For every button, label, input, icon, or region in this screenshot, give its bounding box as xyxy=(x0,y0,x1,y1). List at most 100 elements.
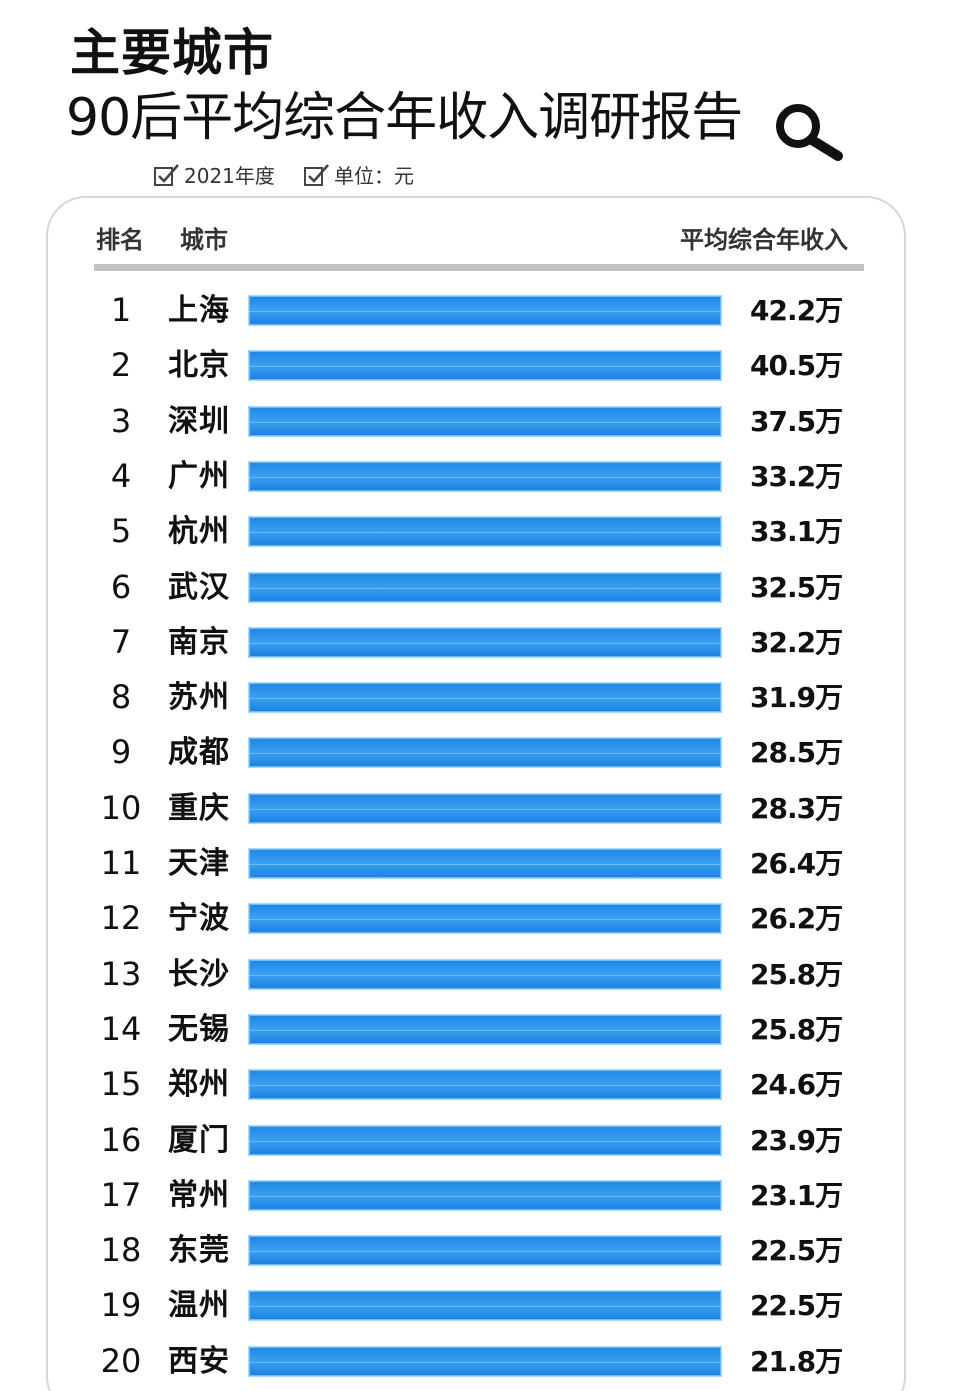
chart-row: 7 南京 32.2万 xyxy=(0,615,959,670)
city-label: 苏州 xyxy=(168,680,230,716)
income-bar xyxy=(248,792,722,824)
rank-label: 18 xyxy=(100,1231,142,1270)
chart-row: 10 重庆 28.3万 xyxy=(0,781,959,836)
rank-label: 10 xyxy=(100,788,142,827)
income-bar xyxy=(248,1124,722,1156)
city-label: 西安 xyxy=(168,1343,230,1379)
page-title: 主要城市 xyxy=(70,24,274,82)
income-bar xyxy=(248,1345,722,1377)
column-header-city: 城市 xyxy=(180,226,228,254)
header-divider xyxy=(94,264,864,271)
value-label: 26.2万 xyxy=(750,902,843,936)
chart-row: 12 宁波 26.2万 xyxy=(0,891,959,946)
income-bar xyxy=(248,405,722,437)
value-label: 33.2万 xyxy=(750,459,843,493)
city-label: 成都 xyxy=(168,735,230,771)
income-bar xyxy=(248,1179,722,1211)
column-header-income: 平均综合年收入 xyxy=(680,226,848,254)
chart-row: 8 苏州 31.9万 xyxy=(0,670,959,725)
value-label: 24.6万 xyxy=(750,1068,843,1102)
city-label: 武汉 xyxy=(168,569,230,605)
chart-row: 20 西安 21.8万 xyxy=(0,1334,959,1389)
income-bar xyxy=(248,737,722,769)
income-bar xyxy=(248,350,722,382)
city-label: 无锡 xyxy=(168,1011,230,1047)
value-label: 40.5万 xyxy=(750,349,843,383)
income-bar xyxy=(248,958,722,990)
value-label: 42.2万 xyxy=(750,294,843,327)
value-label: 32.2万 xyxy=(750,625,843,659)
income-bar xyxy=(248,1235,722,1267)
chart-row: 15 郑州 24.6万 xyxy=(0,1057,959,1112)
income-bar xyxy=(248,295,722,326)
meta-year-label: 2021年度 xyxy=(184,164,275,188)
city-label: 北京 xyxy=(168,348,230,384)
chart-row: 9 成都 28.5万 xyxy=(0,725,959,780)
chart-row: 18 东莞 22.5万 xyxy=(0,1223,959,1278)
value-label: 26.4万 xyxy=(750,847,843,880)
chart-row: 6 武汉 32.5万 xyxy=(0,560,959,615)
rank-label: 16 xyxy=(100,1120,142,1159)
income-bar xyxy=(248,1013,722,1045)
city-label: 上海 xyxy=(168,293,230,328)
value-label: 21.8万 xyxy=(750,1344,843,1378)
rank-label: 4 xyxy=(110,456,132,495)
chart-row: 16 厦门 23.9万 xyxy=(0,1113,959,1168)
value-label: 33.1万 xyxy=(750,515,843,549)
income-bar xyxy=(248,460,722,492)
income-bar xyxy=(248,571,722,603)
chart-row: 17 常州 23.1万 xyxy=(0,1168,959,1223)
city-label: 天津 xyxy=(168,846,230,881)
rank-label: 5 xyxy=(110,512,132,551)
city-label: 厦门 xyxy=(168,1122,230,1158)
rank-label: 1 xyxy=(110,291,132,329)
checkbox-icon xyxy=(154,163,179,186)
income-bar xyxy=(248,1290,722,1322)
rank-label: 8 xyxy=(110,678,132,717)
city-label: 东莞 xyxy=(168,1233,230,1269)
chart-row: 13 长沙 25.8万 xyxy=(0,947,959,1002)
chart-row: 11 天津 26.4万 xyxy=(0,836,959,891)
chart-row: 4 广州 33.2万 xyxy=(0,449,959,504)
value-label: 25.8万 xyxy=(750,1012,843,1046)
value-label: 37.5万 xyxy=(750,404,843,438)
rank-label: 13 xyxy=(100,954,142,993)
rank-label: 14 xyxy=(100,1009,142,1048)
meta-unit: 单位：元 xyxy=(304,160,414,189)
value-label: 32.5万 xyxy=(750,570,843,604)
rank-label: 20 xyxy=(100,1341,142,1380)
column-header-rank: 排名 xyxy=(96,226,144,254)
city-label: 温州 xyxy=(168,1288,230,1324)
chart-row: 3 深圳 37.5万 xyxy=(0,394,959,449)
value-label: 28.3万 xyxy=(750,791,843,825)
city-label: 杭州 xyxy=(168,514,230,550)
value-label: 22.5万 xyxy=(750,1234,843,1268)
value-label: 28.5万 xyxy=(750,736,843,770)
value-label: 25.8万 xyxy=(750,957,843,991)
rank-label: 11 xyxy=(100,844,142,882)
city-label: 宁波 xyxy=(168,901,230,937)
rank-label: 9 xyxy=(110,733,132,772)
city-label: 重庆 xyxy=(168,790,230,826)
income-bar xyxy=(248,848,722,879)
rank-label: 17 xyxy=(100,1175,142,1214)
magnifier-icon xyxy=(776,104,843,161)
city-label: 广州 xyxy=(168,458,230,494)
city-label: 南京 xyxy=(168,624,230,660)
income-bar xyxy=(248,682,722,714)
rank-label: 2 xyxy=(110,346,132,385)
chart-row: 1 上海 42.2万 xyxy=(0,283,959,338)
rank-label: 6 xyxy=(110,567,132,606)
value-label: 23.1万 xyxy=(750,1178,843,1212)
rank-label: 12 xyxy=(100,899,142,938)
rank-label: 15 xyxy=(100,1065,142,1104)
rank-label: 19 xyxy=(100,1286,142,1325)
chart-row: 19 温州 22.5万 xyxy=(0,1278,959,1333)
page-subtitle: 90后平均综合年收入调研报告 xyxy=(66,88,743,148)
meta-year: 2021年度 xyxy=(154,160,275,189)
chart-row: 14 无锡 25.8万 xyxy=(0,1002,959,1057)
value-label: 22.5万 xyxy=(750,1289,843,1323)
chart-row: 2 北京 40.5万 xyxy=(0,338,959,393)
rank-label: 3 xyxy=(110,401,132,440)
chart-row: 5 杭州 33.1万 xyxy=(0,504,959,559)
